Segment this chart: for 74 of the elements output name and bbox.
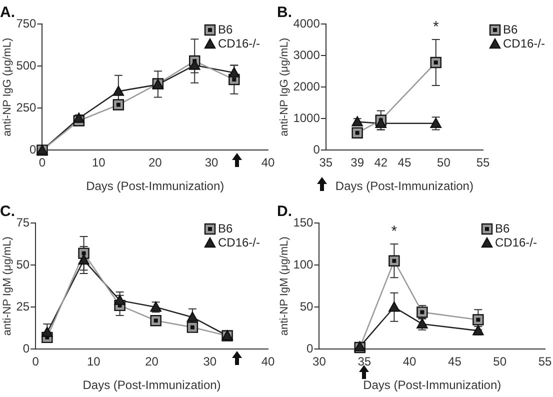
- legend-label: B6: [218, 221, 234, 236]
- x-tick-label: 55: [538, 354, 552, 369]
- x-tick-label: 30: [204, 156, 219, 170]
- point: [186, 312, 198, 322]
- legend-label: CD16-/-: [218, 36, 260, 50]
- x-tick-label: 39: [350, 156, 364, 170]
- point: [186, 322, 198, 333]
- point: [228, 67, 240, 78]
- x-axis-title: Days (Post-Immunization): [82, 378, 221, 392]
- legend-label: B6: [218, 22, 234, 36]
- x-tick-label: 45: [448, 354, 462, 369]
- point: [472, 314, 484, 326]
- point: [352, 127, 363, 138]
- x-tick-label: 42: [374, 156, 388, 170]
- point: [430, 56, 442, 68]
- y-tick-label: 250: [16, 100, 37, 114]
- y-tick-label: 1000: [293, 110, 320, 125]
- y-axis-title: anti-NP IgM (μg/mL): [278, 236, 291, 336]
- x-tick-label: 30: [312, 354, 326, 369]
- point: [78, 254, 90, 265]
- x-tick-label: 50: [437, 156, 451, 170]
- y-tick-label: 0: [313, 142, 320, 157]
- y-tick-label: 100: [293, 257, 314, 272]
- x-tick-label: 45: [398, 156, 412, 170]
- x-tick-label: 40: [402, 354, 417, 369]
- x-axis-title: Days (Post-Immunization): [363, 378, 502, 392]
- chart-title: A.: [0, 4, 15, 22]
- x-tick-label: 20: [145, 354, 159, 369]
- legend-label: CD16-/-: [218, 235, 260, 250]
- legend-label: CD16-/-: [503, 36, 546, 50]
- y-axis-title: anti-NP IgG (μg/mL): [2, 38, 14, 136]
- y-tick-label: 0: [306, 342, 314, 356]
- point: [114, 294, 126, 306]
- legend-label: CD16-/-: [495, 235, 538, 250]
- chart-title: B.: [277, 4, 292, 22]
- x-tick-label: 20: [148, 156, 162, 170]
- annotation: *: [391, 223, 398, 240]
- x-tick-label: 40: [261, 156, 275, 170]
- y-tick-label: 25: [16, 299, 30, 314]
- y-tick-label: 500: [16, 58, 37, 72]
- chart-title: D.: [277, 203, 292, 220]
- point: [388, 302, 400, 312]
- point: [388, 255, 400, 266]
- x-tick-label: 10: [86, 354, 101, 369]
- y-axis-title: anti-NP IgM (μg/mL): [2, 236, 14, 336]
- chart-title: C.: [0, 203, 15, 220]
- y-tick-label: 0: [30, 142, 37, 157]
- y-tick-label: 750: [16, 16, 37, 30]
- point: [112, 99, 124, 110]
- point: [42, 326, 53, 337]
- x-axis-title: Days (Post-Immunization): [335, 179, 474, 194]
- y-tick-label: 4000: [293, 16, 320, 30]
- y-tick-label: 3000: [293, 48, 320, 62]
- y-tick-label: 150: [293, 215, 314, 230]
- annotation: *: [432, 18, 439, 36]
- legend-label: B6: [495, 221, 510, 236]
- x-axis-title: Days (Post-Immunization): [86, 179, 224, 194]
- y-axis-title: anti-NP IgG (μg/mL): [278, 38, 291, 136]
- x-tick-label: 50: [493, 354, 507, 369]
- y-tick-label: 50: [300, 299, 314, 314]
- y-tick-label: 2000: [293, 79, 320, 94]
- x-tick-label: 35: [319, 156, 333, 170]
- x-tick-label: 35: [358, 354, 372, 369]
- x-tick-label: 0: [38, 156, 46, 170]
- x-tick-label: 10: [92, 156, 106, 170]
- point: [112, 86, 124, 96]
- legend-label: B6: [503, 22, 518, 36]
- x-tick-label: 40: [261, 354, 275, 369]
- point: [150, 314, 162, 326]
- y-tick-label: 0: [22, 342, 30, 356]
- y-tick-label: 75: [16, 215, 30, 230]
- x-tick-label: 55: [476, 156, 490, 170]
- y-tick-label: 50: [16, 257, 30, 272]
- x-tick-label: 30: [203, 354, 217, 369]
